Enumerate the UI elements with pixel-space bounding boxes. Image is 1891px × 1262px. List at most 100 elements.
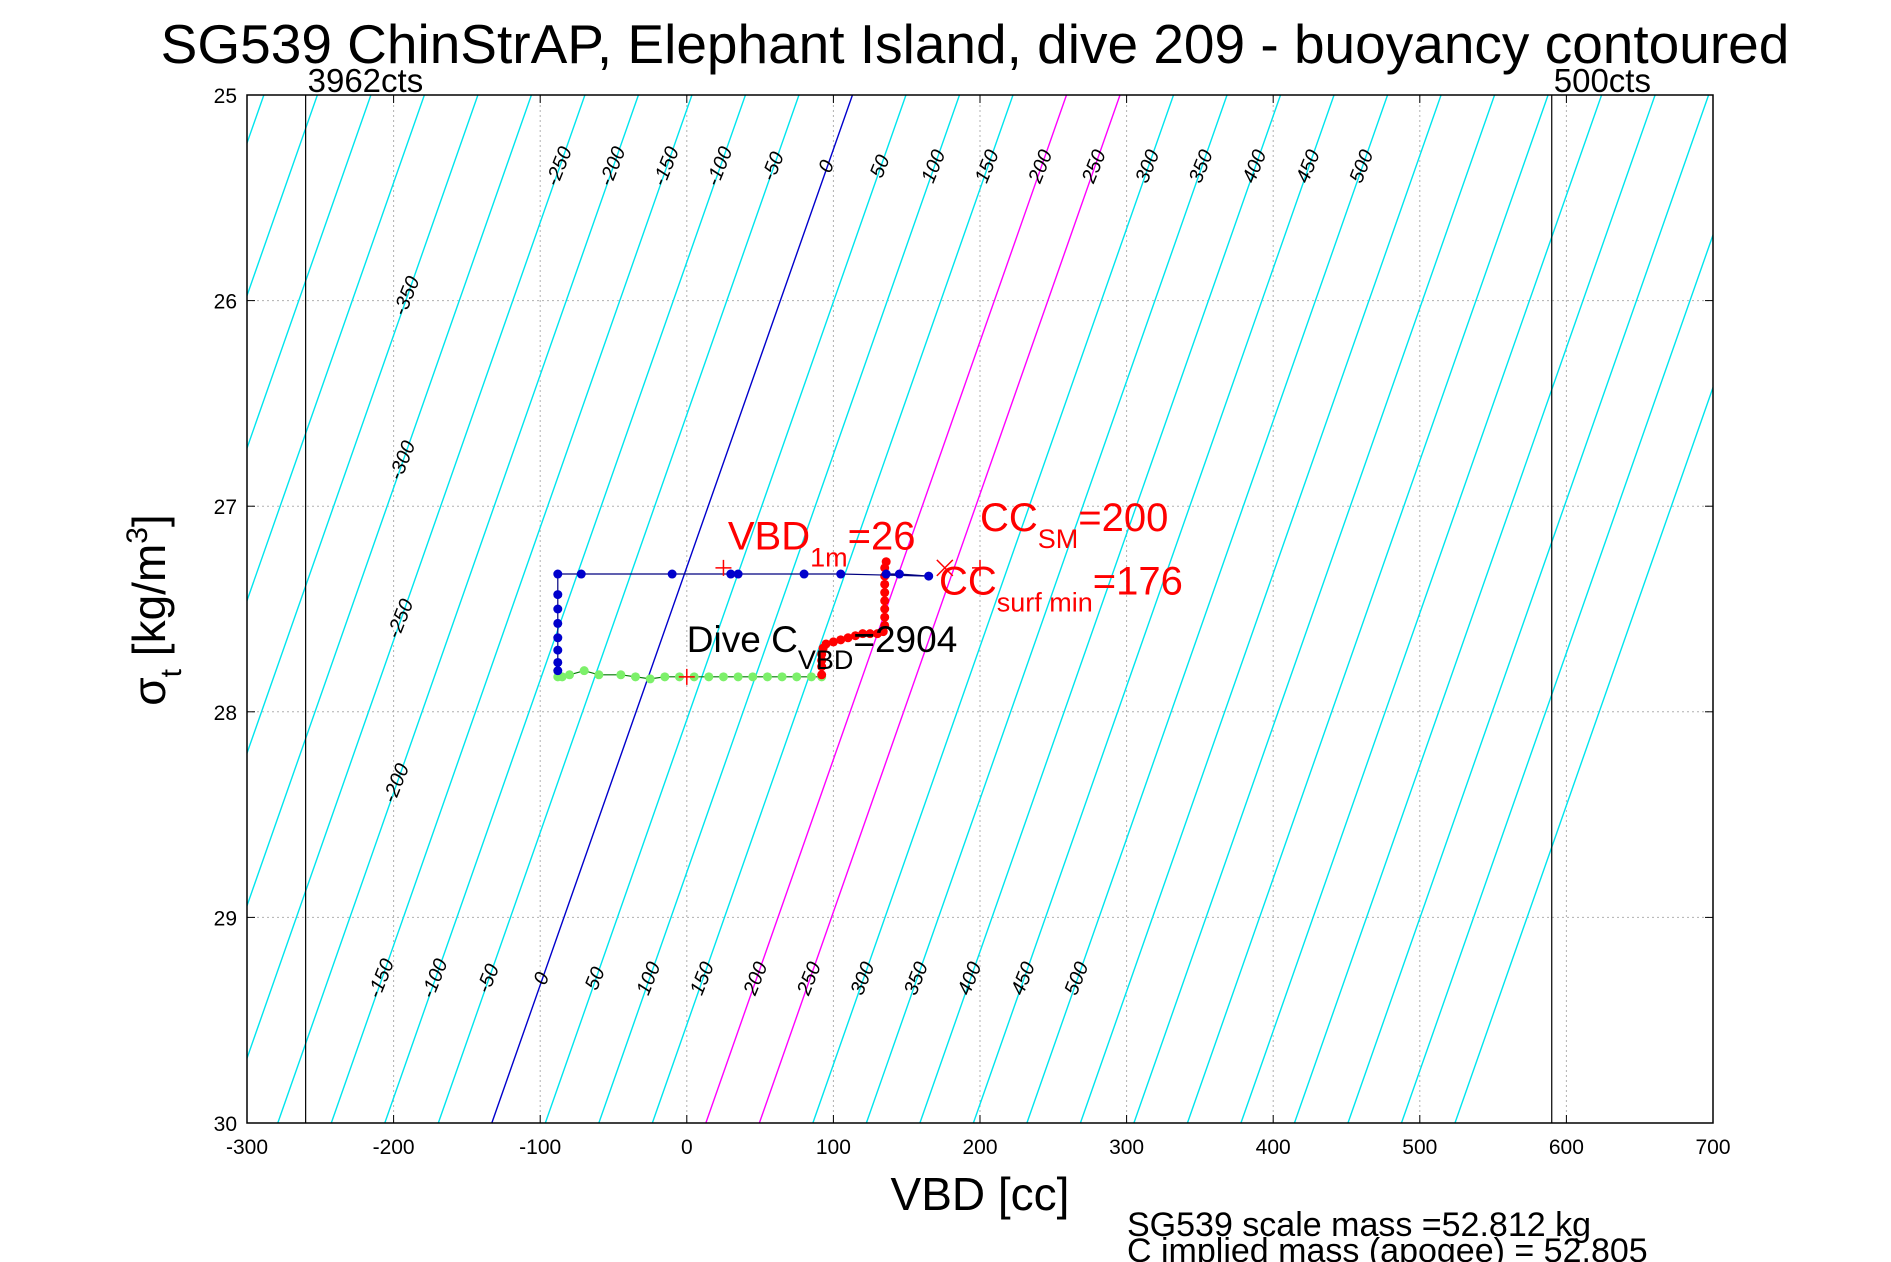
x-tick-label: 600 xyxy=(1549,1136,1584,1159)
x-tick-label: 200 xyxy=(962,1136,997,1159)
data-point xyxy=(880,604,890,614)
buoyancy-contour xyxy=(1186,95,1549,1123)
contour-label: 500 xyxy=(1345,147,1378,186)
data-point xyxy=(616,670,626,680)
x-tick-label: 0 xyxy=(681,1136,693,1159)
contour-label: 50 xyxy=(866,152,895,181)
data-point xyxy=(843,633,853,643)
buoyancy-contour xyxy=(1454,385,1713,1123)
x-axis-label: VBD [cc] xyxy=(891,1168,1070,1220)
buoyancy-contour xyxy=(919,95,1282,1123)
mass-footer: SG539 scale mass =52.812 kgC implied mas… xyxy=(1127,1206,1648,1262)
y-tick-label: 29 xyxy=(214,907,237,930)
buoyancy-contour xyxy=(1133,95,1496,1123)
vbd-markers xyxy=(678,559,988,685)
contour-label: 100 xyxy=(917,147,950,186)
plus-marker xyxy=(678,668,695,685)
data-point xyxy=(880,596,890,606)
x-tick-label: 700 xyxy=(1695,1136,1730,1159)
count-label: 500cts xyxy=(1554,62,1651,99)
data-point xyxy=(799,569,809,579)
annotation-label: Dive CVBD=2904 xyxy=(687,619,957,675)
y-tick-label: 25 xyxy=(214,85,237,108)
contour-label: 50 xyxy=(581,964,610,993)
data-point xyxy=(579,666,589,676)
buoyancy-contour xyxy=(1240,95,1603,1123)
data-point xyxy=(553,633,563,643)
contour-label: 450 xyxy=(1007,959,1040,998)
buoyancy-contour xyxy=(758,95,1121,1123)
contour-label: 200 xyxy=(739,959,772,999)
chart-title: SG539 ChinStrAP, Elephant Island, dive 2… xyxy=(161,13,1790,75)
contour-label: -100 xyxy=(702,144,737,189)
buoyancy-contour xyxy=(544,95,907,1123)
data-point xyxy=(821,639,831,649)
data-point xyxy=(553,645,563,655)
contour-label: -150 xyxy=(649,144,684,189)
data-point xyxy=(894,569,904,579)
data-point xyxy=(792,672,802,682)
data-point xyxy=(836,635,846,645)
annotation-label: VBD1m=26 xyxy=(728,514,916,572)
buoyancy-contour xyxy=(247,95,426,603)
data-point xyxy=(858,629,868,639)
data-point xyxy=(553,604,563,614)
contour-label: 300 xyxy=(847,959,880,998)
data-point xyxy=(733,569,743,579)
contour-label: 200 xyxy=(1024,147,1057,187)
data-point xyxy=(865,629,875,639)
annotation-label: CCsurf min=176 xyxy=(939,560,1183,618)
buoyancy-contour xyxy=(1026,95,1389,1123)
data-point xyxy=(565,670,575,680)
y-tick-label: 26 xyxy=(214,291,237,314)
data-point xyxy=(660,672,670,682)
data-point xyxy=(594,670,604,680)
buoyancy-contour xyxy=(247,95,319,298)
buoyancy-contours xyxy=(247,95,1713,1123)
buoyancy-contour xyxy=(651,95,1014,1123)
buoyancy-contour xyxy=(972,95,1335,1123)
data-point xyxy=(836,569,846,579)
contour-label: -250 xyxy=(383,596,418,641)
count-label: 3962cts xyxy=(308,62,424,99)
contour-label: 0 xyxy=(815,157,840,176)
plus-marker xyxy=(972,559,988,576)
data-point xyxy=(817,655,827,665)
data-point xyxy=(828,637,838,647)
contour-label: -200 xyxy=(595,144,630,189)
data-point xyxy=(553,590,563,600)
buoyancy-contour xyxy=(247,95,586,1061)
contour-label: -50 xyxy=(758,149,789,184)
annotation-label: CCSM=200 xyxy=(980,496,1168,554)
data-point xyxy=(924,571,934,581)
contour-label: 250 xyxy=(793,959,826,999)
x-tick-label: -300 xyxy=(226,1136,268,1159)
contour-labels: -250 -200 -150 -100 -50 0 50 100 150 200 250 300 350… xyxy=(364,144,1379,1001)
contour-label: 400 xyxy=(954,959,987,998)
data-point xyxy=(704,672,714,682)
data-point xyxy=(880,620,890,630)
buoyancy-contour xyxy=(1347,95,1710,1123)
contour-label: 300 xyxy=(1131,147,1164,186)
data-point xyxy=(777,672,787,682)
data-point xyxy=(850,631,860,641)
contour-label: -150 xyxy=(364,956,399,1001)
data-point xyxy=(748,672,758,682)
data-point xyxy=(726,569,736,579)
buoyancy-contour xyxy=(247,95,533,908)
axis-ticks: 3962cts 500cts -300 -200 -100 0 100 200 300 400 50… xyxy=(214,62,1731,1159)
contour-label: 350 xyxy=(1185,147,1218,186)
data-point xyxy=(733,672,743,682)
buoyancy-contour xyxy=(384,95,747,1123)
buoyancy-contour xyxy=(330,95,693,1123)
y-axis-label: σt [kg/m3] xyxy=(121,514,188,705)
contour-label: 100 xyxy=(632,959,665,998)
buoyancy-contour xyxy=(437,95,800,1123)
contour-label: 450 xyxy=(1292,147,1325,186)
data-point xyxy=(817,670,827,680)
data-point xyxy=(880,579,890,589)
plus-marker xyxy=(715,559,732,576)
data-point xyxy=(817,662,827,672)
x-tick-label: -100 xyxy=(519,1136,561,1159)
